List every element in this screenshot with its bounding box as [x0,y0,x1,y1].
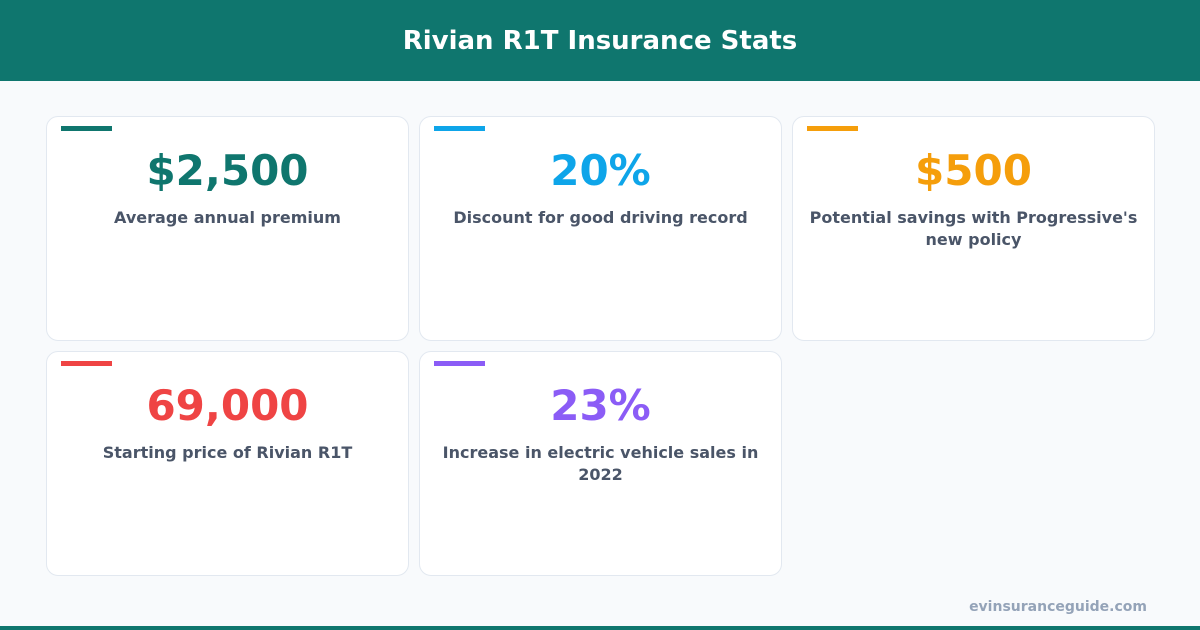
stat-value: 69,000 [146,381,309,430]
stat-card: 23% Increase in electric vehicle sales in… [419,351,782,576]
accent-bar [434,361,485,366]
stat-card: $2,500 Average annual premium [46,116,409,341]
accent-bar [434,126,485,131]
site-name: evinsuranceguide.com [969,599,1147,615]
stat-card: $500 Potential savings with Progressive's… [792,116,1155,341]
stat-label: Average annual premium [114,208,341,227]
stat-label: Increase in electric vehicle sales in 20… [442,443,759,484]
stat-label: Potential savings with Progressive's new… [809,208,1138,249]
stat-card: 20% Discount for good driving record [419,116,782,341]
accent-bar [61,126,112,131]
stat-card: 69,000 Starting price of Rivian R1T [46,351,409,576]
stat-label: Discount for good driving record [453,208,748,227]
stat-value: 20% [550,146,651,195]
page-title: Rivian R1T Insurance Stats [402,25,798,56]
accent-bar [807,126,858,131]
stat-value: 23% [550,381,651,430]
stat-label: Starting price of Rivian R1T [102,443,353,462]
bottom-bar [0,626,1200,630]
accent-bar [61,361,112,366]
stat-value: $2,500 [146,146,309,195]
stat-value: $500 [915,146,1032,195]
page-header: Rivian R1T Insurance Stats [0,0,1200,81]
